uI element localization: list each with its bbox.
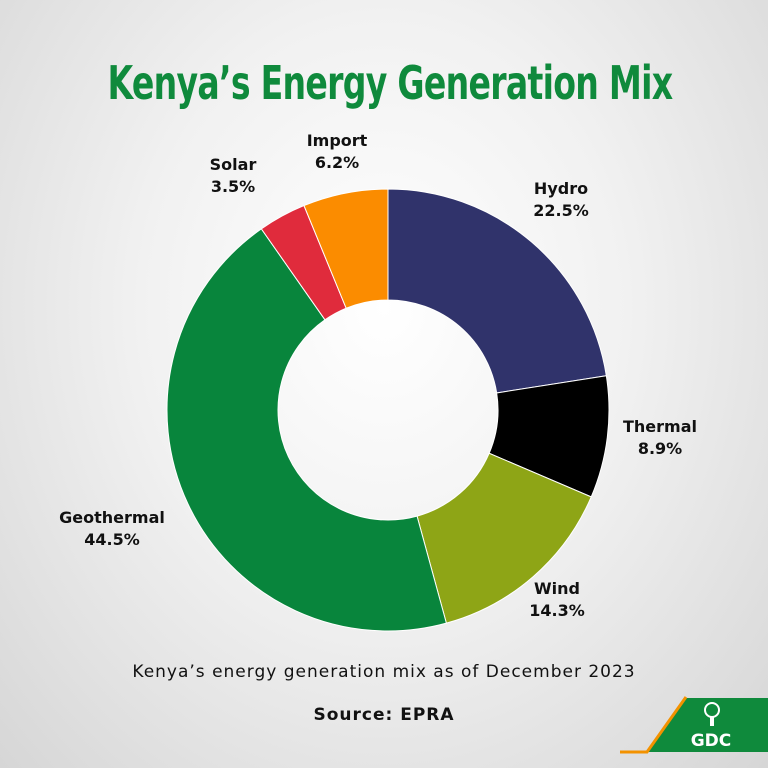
chart-caption: Kenya’s energy generation mix as of Dece… [132,662,636,682]
slice-value-wind: 14.3% [529,601,585,620]
slice-label-geothermal: Geothermal [59,508,165,527]
slice-wind [416,452,592,624]
chart-source: Source: EPRA [313,705,455,725]
slice-value-thermal: 8.9% [638,439,682,458]
slice-label-hydro: Hydro [534,179,588,198]
slice-geothermal [166,228,447,632]
slice-label-wind: Wind [534,579,580,598]
slice-value-hydro: 22.5% [533,201,589,220]
logo-text: GDC [691,731,732,751]
slice-value-geothermal: 44.5% [84,530,140,549]
slice-value-import: 6.2% [315,153,359,172]
slice-import [303,188,389,309]
slice-value-solar: 3.5% [211,177,255,196]
slice-label-solar: Solar [210,155,257,174]
chart-title: Kenya’s Energy Generation Mix [107,56,674,110]
slice-hydro [387,188,607,394]
slice-label-thermal: Thermal [623,417,697,436]
slice-label-import: Import [307,131,368,150]
